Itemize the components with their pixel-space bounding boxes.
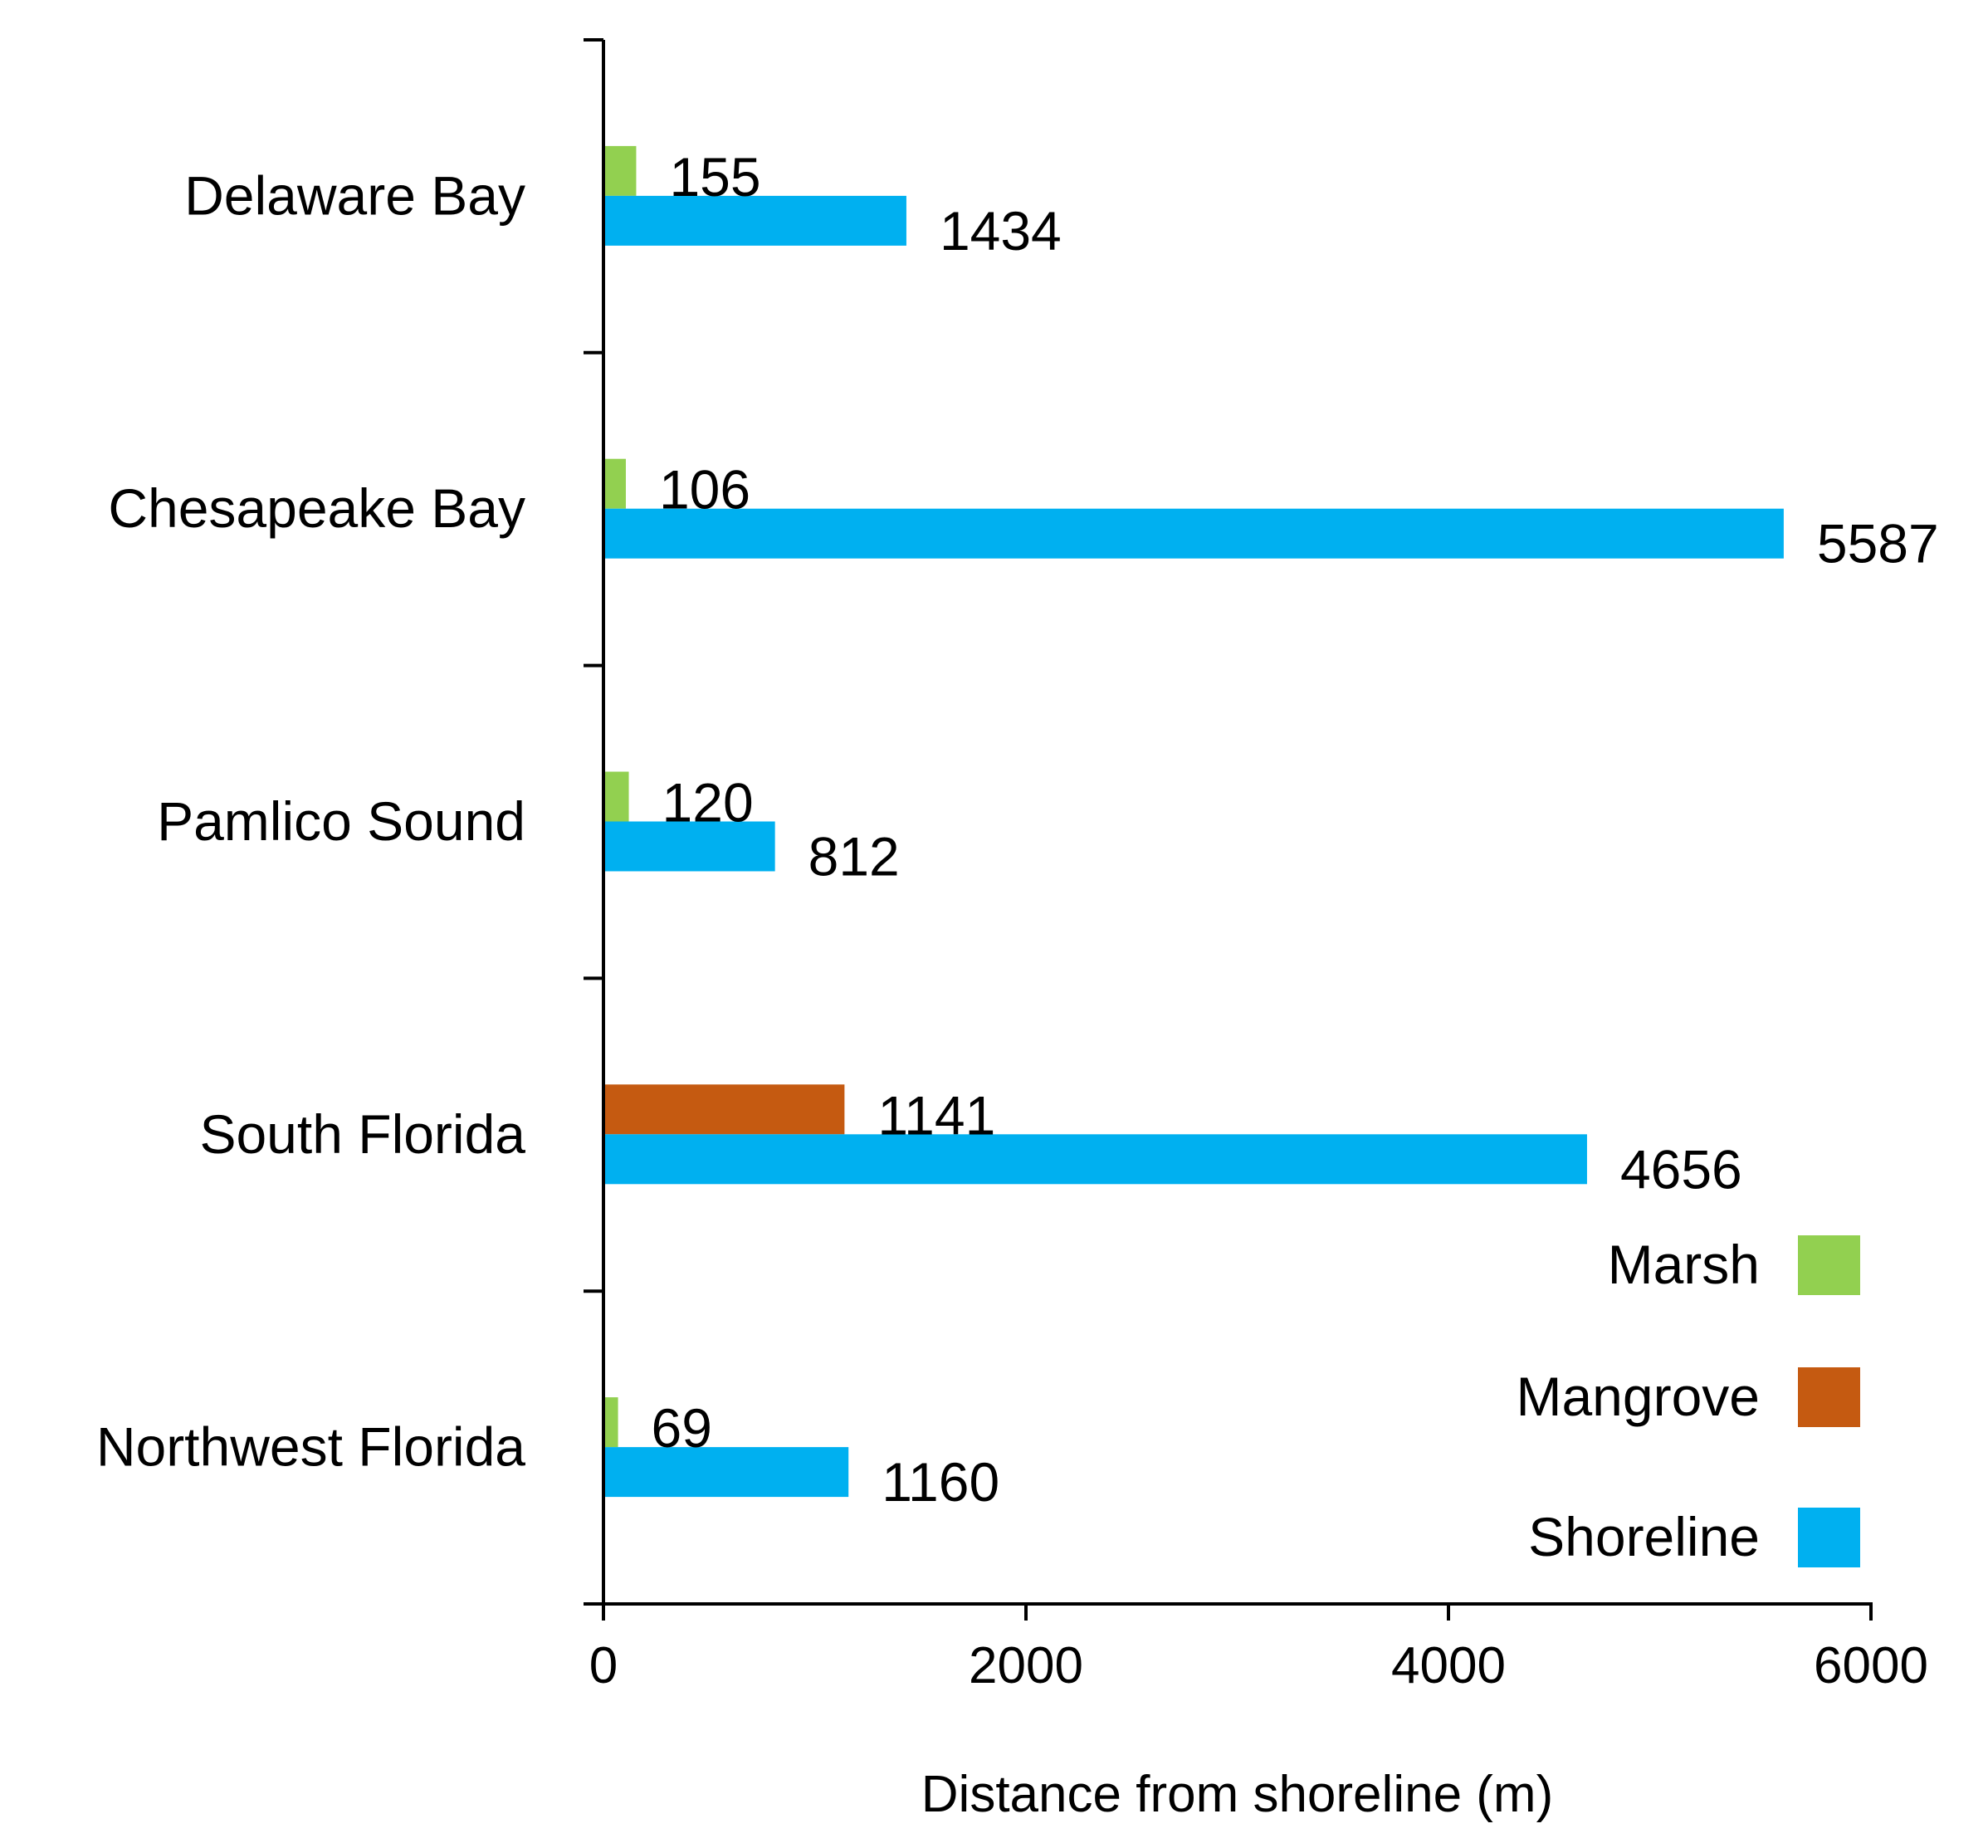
x-tick-label-0: 0 [589,1637,618,1694]
bar-shoreline-south-florida [603,1134,1587,1185]
ticks-layer [584,38,1873,1621]
legend-swatch-shoreline [1798,1508,1860,1567]
category-labels-layer: Delaware Bay Chesapeake Bay Pamlico Sound S… [96,164,525,1477]
value-label-shoreline-chesapeake-bay: 5587 [1817,513,1939,574]
value-labels-layer: 155 1434 106 5587 120 812 1141 4656 69 1160 [652,146,1939,1513]
category-label-chesapeake-bay: Chesapeake Bay [108,477,525,539]
bar-shoreline-northwest-florida [603,1447,849,1498]
bar-shoreline-chesapeake-bay [603,508,1784,559]
value-label-mangrove-south-florida: 1141 [877,1084,995,1146]
value-label-marsh-delaware-bay: 155 [669,146,760,208]
value-label-shoreline-pamlico-sound: 812 [808,826,900,887]
category-label-south-florida: South Florida [199,1103,525,1165]
legend-label-marsh: Marsh [1608,1234,1760,1295]
x-tick-label-6000: 6000 [1814,1637,1928,1694]
bars-layer [603,145,1784,1498]
x-tick-label-4000: 4000 [1391,1637,1506,1694]
value-label-shoreline-delaware-bay: 1434 [940,200,1062,262]
legend-swatch-marsh [1798,1235,1860,1295]
bar-marsh-northwest-florida [603,1397,618,1448]
value-label-shoreline-south-florida: 4656 [1620,1138,1742,1200]
legend-label-mangrove: Mangrove [1517,1366,1761,1427]
bar-mangrove-south-florida [603,1084,845,1135]
x-tick-labels-layer: 0 2000 4000 6000 [589,1637,1928,1694]
category-label-delaware-bay: Delaware Bay [184,164,525,226]
bar-marsh-pamlico-sound [603,771,629,822]
bar-shoreline-delaware-bay [603,195,906,246]
x-axis-title: Distance from shoreline (m) [921,1766,1553,1823]
axes-layer [600,40,1873,1606]
x-tick-label-2000: 2000 [969,1637,1083,1694]
value-label-marsh-pamlico-sound: 120 [662,772,754,834]
bar-marsh-chesapeake-bay [603,458,626,509]
value-label-shoreline-northwest-florida: 1160 [882,1451,999,1513]
bar-shoreline-pamlico-sound [603,821,775,872]
category-label-northwest-florida: Northwest Florida [96,1416,525,1478]
legend-swatch-mangrove [1798,1367,1860,1427]
legend: Marsh Mangrove Shoreline [1517,1234,1860,1567]
legend-label-shoreline: Shoreline [1528,1506,1760,1567]
category-label-pamlico-sound: Pamlico Sound [157,790,525,852]
value-label-marsh-northwest-florida: 69 [652,1397,712,1459]
bar-marsh-delaware-bay [603,145,637,196]
value-label-marsh-chesapeake-bay: 106 [659,459,750,521]
